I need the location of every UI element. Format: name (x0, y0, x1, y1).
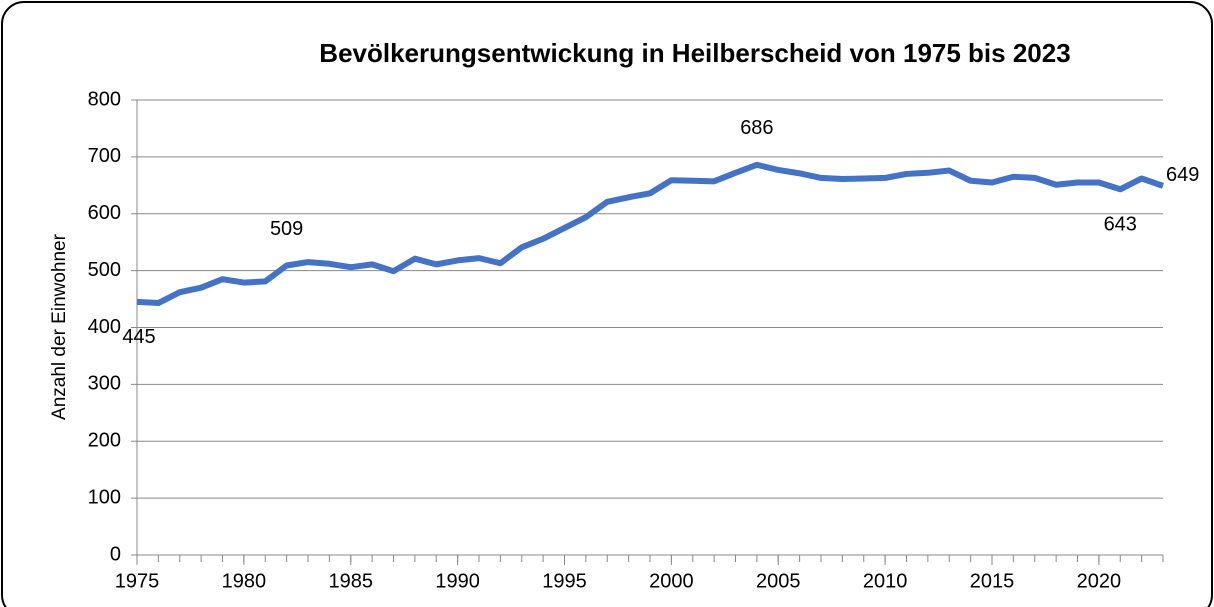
data-label: 445 (122, 326, 155, 348)
y-axis-label: Anzahl der Einwohner (49, 233, 70, 420)
x-tick-label: 2010 (863, 570, 908, 592)
x-tick-label: 2020 (1077, 570, 1122, 592)
x-tick-label: 2005 (756, 570, 801, 592)
data-label: 686 (740, 117, 773, 139)
y-tick-label: 300 (88, 373, 121, 395)
x-tick-label: 1975 (115, 570, 160, 592)
x-tick-label: 1990 (435, 570, 480, 592)
y-tick-label: 0 (110, 543, 121, 565)
y-tick-label: 600 (88, 202, 121, 224)
data-label: 509 (270, 218, 303, 240)
y-tick-label: 700 (88, 145, 121, 167)
x-tick-label: 1980 (222, 570, 267, 592)
x-tick-label: 1985 (329, 570, 374, 592)
data-line (136, 161, 1164, 307)
x-tick-label: 2000 (649, 570, 694, 592)
y-tick-label: 400 (88, 316, 121, 338)
data-label: 649 (1166, 164, 1199, 186)
y-tick-label: 100 (88, 486, 121, 508)
x-tick-label: 1995 (542, 570, 587, 592)
y-tick-label: 200 (88, 430, 121, 452)
chart-title: Bevölkerungsentwickung in Heilberscheid … (319, 38, 1070, 68)
data-label: 643 (1104, 214, 1137, 236)
y-tick-label: 800 (88, 88, 121, 110)
y-tick-label: 500 (88, 259, 121, 281)
x-tick-label: 2015 (970, 570, 1015, 592)
